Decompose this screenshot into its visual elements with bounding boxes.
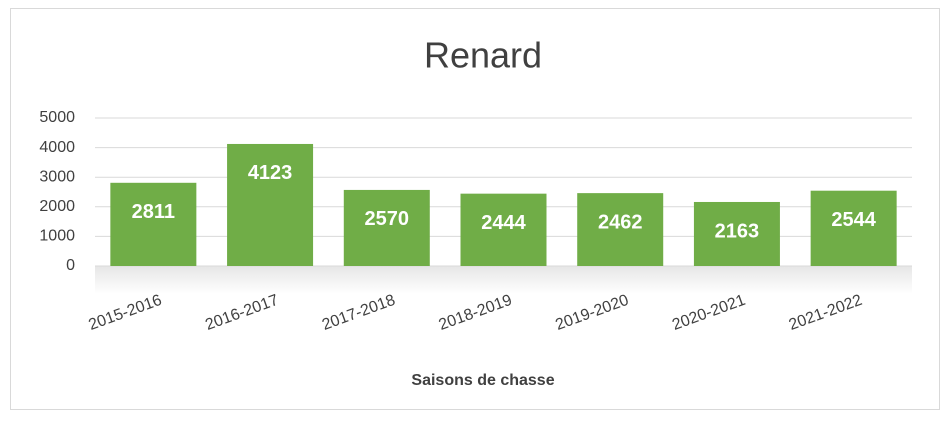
data-label: 2544 bbox=[831, 209, 876, 231]
bar bbox=[460, 193, 547, 266]
y-tick-label: 3000 bbox=[39, 168, 75, 185]
y-tick-label: 4000 bbox=[39, 139, 75, 156]
bar bbox=[693, 201, 780, 266]
data-label: 2444 bbox=[481, 212, 526, 234]
chart-title: Renard bbox=[424, 35, 542, 76]
floor-shade bbox=[95, 266, 912, 294]
data-label: 2163 bbox=[715, 220, 760, 242]
data-label: 4123 bbox=[248, 162, 293, 184]
data-label: 2811 bbox=[132, 201, 175, 223]
data-label: 2462 bbox=[598, 211, 643, 233]
bar bbox=[110, 182, 197, 266]
bar bbox=[227, 143, 314, 266]
bar bbox=[810, 190, 897, 266]
y-tick-label: 5000 bbox=[39, 109, 75, 126]
bar bbox=[343, 189, 430, 266]
y-tick-label: 0 bbox=[66, 257, 75, 274]
y-tick-label: 2000 bbox=[39, 198, 75, 215]
x-axis-label: Saisons de chasse bbox=[411, 372, 554, 389]
data-label: 2570 bbox=[365, 208, 410, 230]
bar bbox=[577, 193, 664, 266]
y-tick-label: 1000 bbox=[39, 228, 75, 245]
